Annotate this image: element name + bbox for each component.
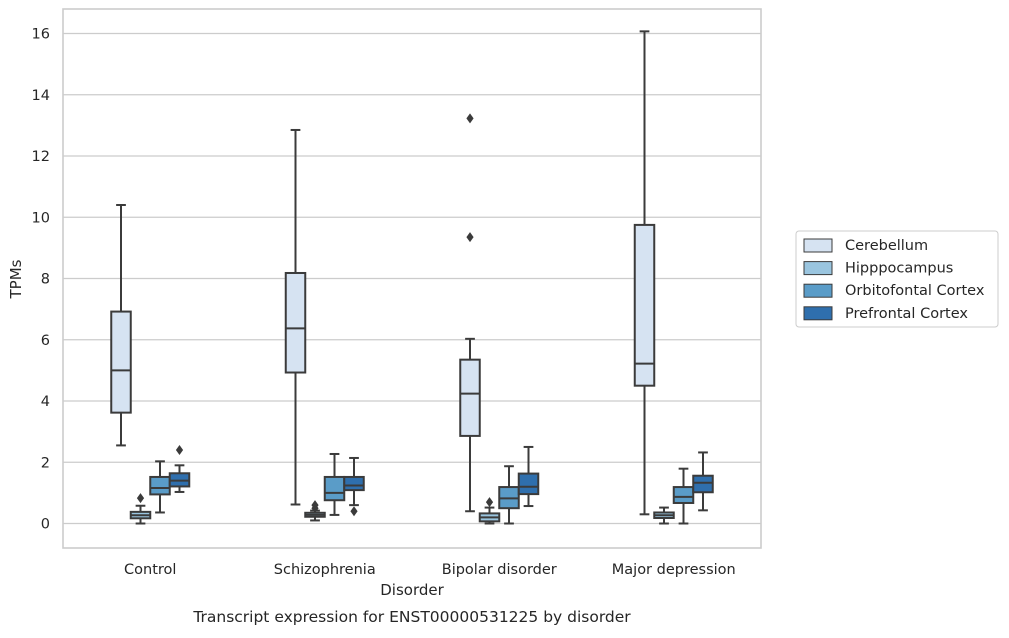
outlier-point	[466, 113, 474, 124]
box-group	[129, 493, 152, 525]
box-iqr	[149, 475, 171, 496]
outlier-point	[136, 493, 145, 504]
box-group	[498, 465, 520, 525]
box-group	[517, 445, 540, 508]
x-tick-label: Control	[124, 562, 176, 578]
y-tick-label: 14	[32, 88, 50, 104]
y-tick-label: 0	[41, 517, 50, 533]
x-axis-label: Disorder	[380, 581, 444, 599]
x-tick-label: Major depression	[612, 562, 736, 578]
x-tick-label: Schizophrenia	[274, 562, 376, 578]
box-group	[110, 204, 132, 447]
y-tick-label: 10	[32, 210, 50, 226]
legend-swatch	[803, 261, 833, 276]
outlier-point	[350, 506, 358, 517]
legend: Cerebellum Hipppocampus Orbitofontal Corte…	[795, 230, 999, 328]
figure-caption: Transcript expression for ENST0000053122…	[192, 608, 631, 626]
box-iqr	[323, 475, 346, 502]
box-iqr	[110, 310, 132, 414]
y-axis-label: TPMs	[7, 259, 25, 299]
plot-frame	[62, 8, 762, 549]
x-tick-labels: Control Schizophrenia Bipolar disorder Majo…	[124, 562, 736, 578]
box-group	[478, 497, 501, 525]
box-group	[692, 451, 714, 512]
y-tick-label: 2	[41, 455, 50, 471]
box-group	[284, 128, 307, 506]
outlier-point	[311, 500, 319, 511]
box-iqr	[517, 472, 540, 496]
box-group	[304, 500, 326, 522]
legend-frame	[795, 230, 999, 328]
box-iqr	[633, 223, 656, 387]
box-iqr	[692, 474, 714, 494]
legend-swatch	[803, 283, 833, 298]
box-iqr	[672, 486, 695, 504]
box-group	[633, 30, 656, 516]
y-tick-label: 4	[41, 394, 50, 410]
box-iqr	[343, 475, 365, 492]
y-tick-label: 6	[41, 333, 50, 349]
y-tick-label: 16	[32, 27, 50, 43]
y-tick-labels: 0 2 4 6 8 10 12 14 16	[32, 27, 50, 533]
box-group	[168, 445, 191, 493]
x-tick-label: Bipolar disorder	[442, 562, 557, 578]
box-group	[343, 456, 365, 517]
legend-label: Prefrontal Cortex	[845, 306, 968, 322]
box-groups	[110, 30, 714, 525]
legend-swatch	[803, 306, 833, 321]
box-iqr	[459, 358, 481, 437]
legend-label: Hipppocampus	[845, 261, 953, 277]
legend-label: Cerebellum	[845, 238, 928, 254]
legend-swatch	[803, 238, 833, 253]
legend-label: Orbitofontal Cortex	[845, 283, 985, 299]
outlier-point	[466, 232, 474, 243]
y-tick-label: 8	[41, 272, 50, 288]
outlier-point	[175, 445, 184, 455]
box-group	[459, 113, 481, 513]
box-iqr	[284, 271, 307, 374]
box-group	[149, 460, 171, 514]
outlier-point	[485, 497, 494, 508]
box-group	[653, 506, 675, 525]
box-group	[672, 467, 695, 525]
y-tick-label: 12	[32, 149, 50, 165]
